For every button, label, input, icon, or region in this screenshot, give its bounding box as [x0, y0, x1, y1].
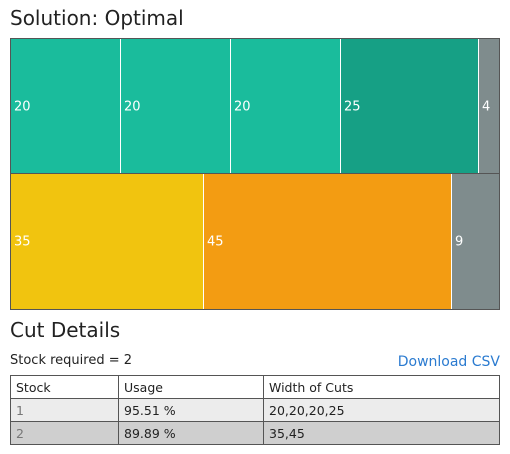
table-header-row: Stock Usage Width of Cuts — [10, 375, 500, 399]
cut-segment[interactable]: 45 — [204, 174, 452, 309]
stock-required-text: Stock required = 2 — [10, 353, 133, 368]
cut-segment[interactable]: 20 — [231, 39, 341, 174]
usage-cell: 89.89 % — [118, 421, 264, 445]
stock-cell: 1 — [10, 398, 119, 422]
waste-label: 9 — [455, 234, 464, 249]
page-title: Solution: Optimal — [10, 6, 184, 30]
cut-label: 20 — [14, 99, 31, 114]
download-csv-link[interactable]: Download CSV — [397, 354, 500, 370]
cut-label: 45 — [207, 234, 224, 249]
widths-cell: 35,45 — [263, 421, 500, 445]
stock-bar-2: 35 45 9 — [10, 173, 500, 310]
waste-segment[interactable]: 9 — [452, 174, 499, 309]
cut-segment[interactable]: 35 — [11, 174, 204, 309]
waste-segment[interactable]: 4 — [479, 39, 499, 174]
cut-segment[interactable]: 25 — [341, 39, 479, 174]
table-row: 1 95.51 % 20,20,20,25 — [10, 398, 500, 422]
stock-cell: 2 — [10, 421, 119, 445]
cut-details-table: Stock Usage Width of Cuts 1 95.51 % 20,2… — [10, 375, 500, 445]
stock-bar-1: 20 20 20 25 4 — [10, 38, 500, 175]
waste-label: 4 — [482, 99, 491, 114]
column-header-usage: Usage — [118, 375, 264, 399]
column-header-widths: Width of Cuts — [263, 375, 500, 399]
cut-segment[interactable]: 20 — [11, 39, 121, 174]
usage-cell: 95.51 % — [118, 398, 264, 422]
cut-label: 20 — [124, 99, 141, 114]
column-header-stock: Stock — [10, 375, 119, 399]
cut-label: 25 — [344, 99, 361, 114]
cut-details-heading: Cut Details — [10, 318, 121, 342]
widths-cell: 20,20,20,25 — [263, 398, 500, 422]
cut-label: 35 — [14, 234, 31, 249]
cut-label: 20 — [234, 99, 251, 114]
cut-segment[interactable]: 20 — [121, 39, 231, 174]
table-row: 2 89.89 % 35,45 — [10, 421, 500, 445]
